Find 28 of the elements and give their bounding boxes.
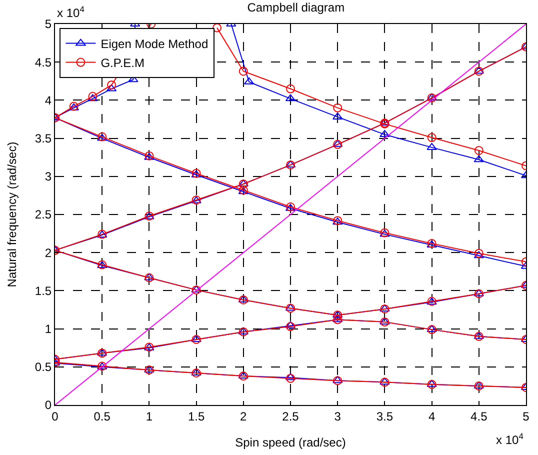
y-tick-label: 1.5 bbox=[34, 284, 52, 298]
x-tick-label: 2 bbox=[240, 409, 248, 424]
x-tick-label: 3.5 bbox=[376, 409, 394, 424]
y-tick-label: 1 bbox=[44, 322, 52, 336]
x-tick-label: 4 bbox=[428, 409, 436, 424]
y-tick-label: 0.5 bbox=[34, 360, 52, 374]
x-tick-label: 1.5 bbox=[188, 409, 205, 424]
y-tick-label: 3.5 bbox=[34, 132, 52, 146]
x-tick-label: 3 bbox=[334, 409, 342, 424]
y-axis-title: Natural frequency (rad/sec) bbox=[5, 142, 20, 288]
text: x 10$^{4}$ bbox=[496, 431, 524, 448]
y-tick-label: 5 bbox=[44, 17, 52, 32]
legend-label: G.P.E.M bbox=[100, 56, 145, 70]
x-tick-label: 0.5 bbox=[94, 409, 111, 424]
x-tick-label: 1 bbox=[146, 409, 153, 424]
y-tick-label: 4 bbox=[44, 93, 52, 108]
x-tick-label: 5 bbox=[522, 409, 530, 424]
y-tick-label: 0 bbox=[44, 398, 52, 412]
x-axis-title: Spin speed (rad/sec) bbox=[235, 435, 346, 450]
x-tick-label: 4.5 bbox=[470, 409, 488, 424]
legend-label: Eigen Mode Method bbox=[100, 36, 208, 51]
text: x 10$^{4}$ bbox=[57, 4, 85, 20]
x-tick-label: 2.5 bbox=[282, 409, 300, 424]
y-tick-label: 3 bbox=[44, 170, 52, 184]
y-tick-label: 2 bbox=[44, 246, 52, 260]
chart-title: Campbell diagram bbox=[247, 0, 345, 15]
y-tick-label: 4.5 bbox=[34, 55, 52, 70]
y-tick-label: 2.5 bbox=[34, 208, 52, 222]
